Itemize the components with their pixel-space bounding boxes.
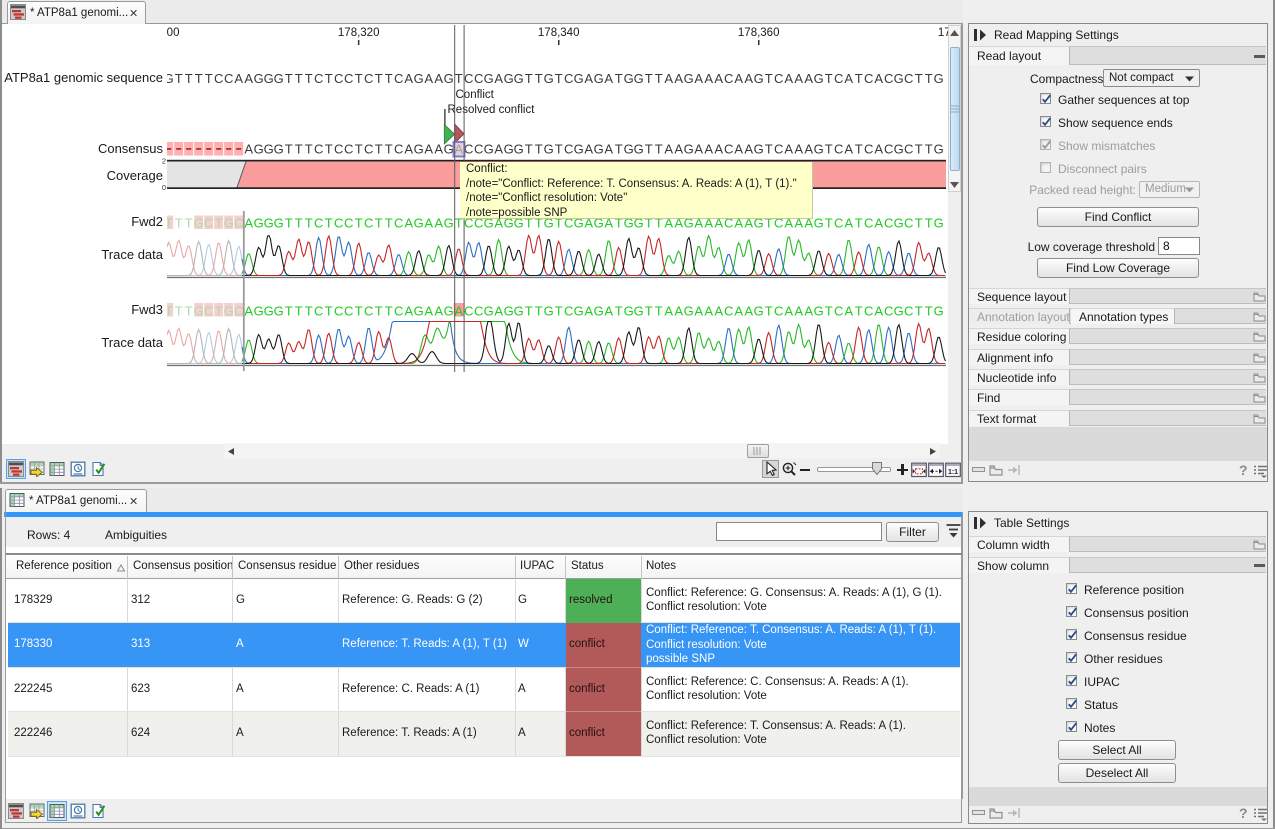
svg-text:GTTTTCCAAGGGTTTCTCCTCTTCAGAAGT: GTTTTCCAAGGGTTTCTCCTCTTCAGAAGTCCGAGGTTGT… (164, 71, 944, 86)
svg-text:AGGGTTTCTCCTCTTCAGAAGTCCGAGGTT: AGGGTTTCTCCTCTTCAGAAGTCCGAGGTTGTCGAGATGG… (244, 216, 943, 231)
svg-text:Trace data: Trace data (101, 247, 163, 262)
svg-text:TTTGCTGC: TTTGCTGC (165, 304, 244, 319)
svg-text:AGGGTTTCTCCTCTTCAGAAGCCGAGGTTG: AGGGTTTCTCCTCTTCAGAAGCCGAGGTTGTCGAGATGGT… (244, 142, 943, 157)
svg-text:178,380: 178,380 (938, 27, 948, 39)
svg-text:TTTGCTGC: TTTGCTGC (165, 216, 244, 231)
svg-text:Fwd2: Fwd2 (131, 214, 163, 229)
svg-text:1:1: 1:1 (947, 469, 957, 476)
svg-text:178,320: 178,320 (338, 27, 380, 39)
svg-text:Resolved conflict: Resolved conflict (448, 104, 536, 116)
svg-text:AGGGTTTCTCCTCTTCAGAAGACCGAGGTT: AGGGTTTCTCCTCTTCAGAAGACCGAGGTTGTCGAGATGG… (244, 304, 943, 319)
svg-text:Coverage: Coverage (107, 168, 163, 183)
svg-text:A: A (454, 142, 463, 157)
svg-text:178,360: 178,360 (738, 27, 780, 39)
svg-text:Trace data: Trace data (101, 335, 163, 350)
svg-text:Conflict: Conflict (456, 89, 495, 101)
svg-text:0: 0 (162, 183, 166, 192)
svg-text:Fwd3: Fwd3 (131, 302, 163, 317)
svg-text:178,340: 178,340 (538, 27, 580, 39)
svg-text:ATP8a1 genomic sequence: ATP8a1 genomic sequence (4, 70, 163, 85)
svg-text:2: 2 (162, 157, 166, 166)
svg-text:Consensus: Consensus (98, 141, 164, 156)
